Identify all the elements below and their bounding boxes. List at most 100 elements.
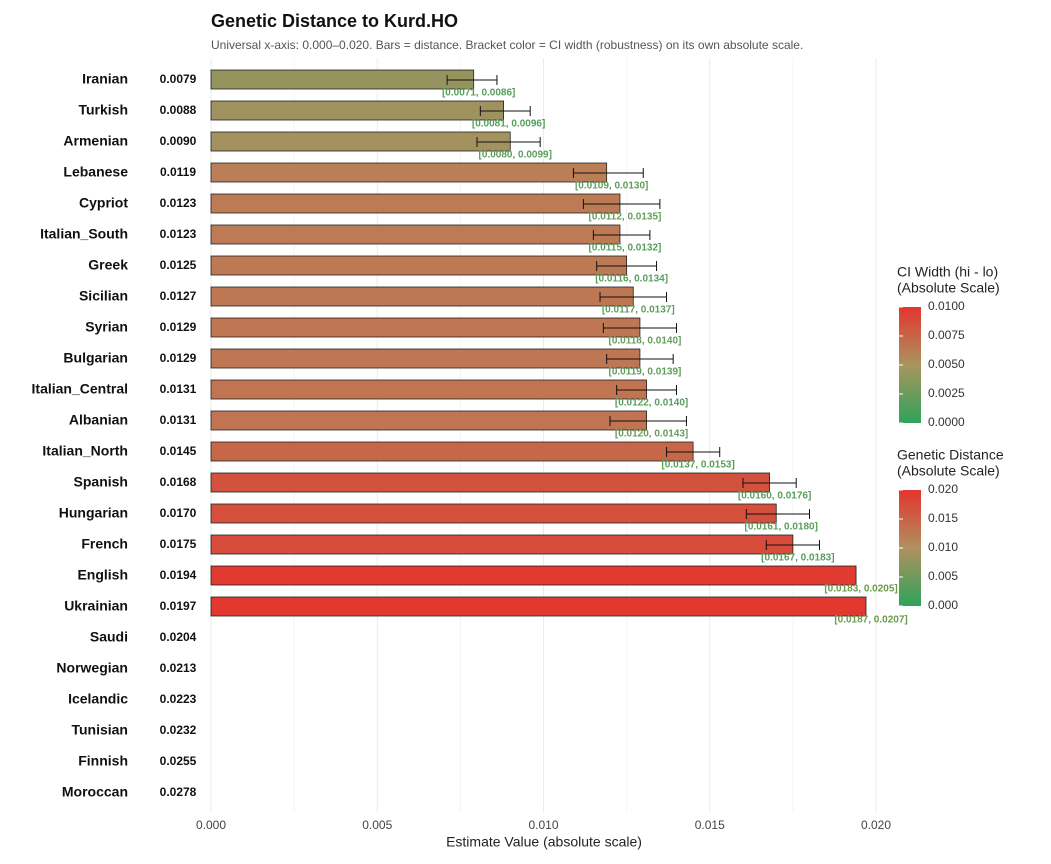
x-tick-label: 0.005: [362, 818, 392, 832]
category-label: Italian_South: [40, 226, 128, 242]
category-label: Italian_Central: [32, 381, 128, 397]
value-label: 0.0123: [160, 196, 197, 210]
category-label: Moroccan: [62, 784, 128, 800]
category-label: Armenian: [63, 133, 128, 149]
legend-title: Genetic Distance: [897, 447, 1004, 463]
ci-label: [0.0120, 0.0143]: [615, 429, 688, 440]
value-label: 0.0278: [160, 785, 197, 799]
category-label: Italian_North: [42, 443, 128, 459]
value-label: 0.0223: [160, 692, 197, 706]
category-label: Icelandic: [68, 691, 128, 707]
ci-label: [0.0137, 0.0153]: [661, 460, 734, 471]
bar: [210, 565, 857, 586]
ci-label: [0.0116, 0.0134]: [595, 274, 668, 285]
value-label: 0.0170: [160, 506, 197, 520]
bar: [210, 348, 641, 369]
legend-colorbar: [899, 490, 921, 606]
category-label: Iranian: [82, 71, 128, 87]
ci-label: [0.0071, 0.0086]: [442, 88, 515, 99]
category-label: Albanian: [69, 412, 128, 428]
category-label: Turkish: [78, 102, 128, 118]
value-label: 0.0079: [160, 72, 197, 86]
ci-label: [0.0117, 0.0137]: [602, 305, 675, 316]
legend-tick-label: 0.0000: [928, 415, 965, 429]
ci-label: [0.0122, 0.0140]: [615, 398, 688, 409]
ci-label: [0.0118, 0.0140]: [609, 336, 682, 347]
legend-title: (Absolute Scale): [897, 280, 1000, 296]
value-label: 0.0194: [160, 568, 197, 582]
legend-tick-label: 0.005: [928, 569, 958, 583]
category-label: English: [77, 567, 128, 583]
category-label: Lebanese: [63, 164, 128, 180]
legend-tick-label: 0.015: [928, 511, 958, 525]
category-label: Ukrainian: [64, 598, 128, 614]
x-tick-label: 0.010: [528, 818, 558, 832]
bar: [210, 441, 694, 462]
bar: [210, 193, 621, 214]
ci-label: [0.0183, 0.0205]: [824, 584, 897, 595]
value-label: 0.0129: [160, 351, 197, 365]
ci-label: [0.0160, 0.0176]: [738, 491, 811, 502]
bar: [210, 317, 641, 338]
category-label: Spanish: [74, 474, 128, 490]
value-label: 0.0131: [160, 382, 197, 396]
ci-label: [0.0119, 0.0139]: [609, 367, 682, 378]
category-label: Bulgarian: [63, 350, 128, 366]
value-label: 0.0213: [160, 661, 197, 675]
ci-label: [0.0187, 0.0207]: [834, 615, 907, 626]
x-tick-label: 0.020: [861, 818, 891, 832]
value-label: 0.0123: [160, 227, 197, 241]
ci-label: [0.0167, 0.0183]: [761, 553, 834, 564]
ci-label: [0.0115, 0.0132]: [589, 243, 662, 254]
bar: [210, 503, 777, 524]
value-label: 0.0168: [160, 475, 197, 489]
x-axis-title: Estimate Value (absolute scale): [446, 834, 642, 850]
category-label: Finnish: [78, 753, 128, 769]
value-label: 0.0204: [160, 630, 197, 644]
legend-title: (Absolute Scale): [897, 463, 1000, 479]
value-label: 0.0127: [160, 289, 197, 303]
chart-subtitle: Universal x-axis: 0.000–0.020. Bars = di…: [211, 38, 803, 52]
bar: [210, 131, 511, 152]
bar: [210, 534, 794, 555]
ci-label: [0.0080, 0.0099]: [479, 150, 552, 161]
value-label: 0.0232: [160, 723, 197, 737]
category-label: Cypriot: [79, 195, 128, 211]
value-label: 0.0197: [160, 599, 197, 613]
ci-label: [0.0112, 0.0135]: [589, 212, 662, 223]
bar: [210, 596, 867, 617]
chart-title: Genetic Distance to Kurd.HO: [211, 11, 458, 31]
bar: [210, 410, 647, 431]
value-label: 0.0125: [160, 258, 197, 272]
legend-tick-label: 0.0050: [928, 357, 965, 371]
x-tick-label: 0.000: [196, 818, 226, 832]
value-label: 0.0090: [160, 134, 197, 148]
bar: [210, 100, 505, 121]
bar: [210, 379, 647, 400]
value-label: 0.0145: [160, 444, 197, 458]
bar: [210, 162, 608, 183]
x-tick-label: 0.015: [695, 818, 725, 832]
category-label: Saudi: [90, 629, 128, 645]
bar: [210, 472, 770, 493]
value-label: 0.0175: [160, 537, 197, 551]
value-label: 0.0255: [160, 754, 197, 768]
ci-label: [0.0081, 0.0096]: [472, 119, 545, 130]
legend-tick-label: 0.0100: [928, 299, 965, 313]
category-label: Hungarian: [59, 505, 128, 521]
ci-label: [0.0109, 0.0130]: [575, 181, 648, 192]
bar: [210, 255, 628, 276]
category-label: Tunisian: [71, 722, 128, 738]
legend-tick-label: 0.020: [928, 482, 958, 496]
bar: [210, 224, 621, 245]
legend-tick-label: 0.0025: [928, 386, 965, 400]
legend-title: CI Width (hi - lo): [897, 264, 998, 280]
category-label: Syrian: [85, 319, 128, 335]
legend-tick-label: 0.010: [928, 540, 958, 554]
category-label: Norwegian: [56, 660, 128, 676]
value-label: 0.0119: [160, 165, 196, 179]
value-label: 0.0129: [160, 320, 197, 334]
bar: [210, 69, 475, 90]
ci-label: [0.0161, 0.0180]: [745, 522, 818, 533]
